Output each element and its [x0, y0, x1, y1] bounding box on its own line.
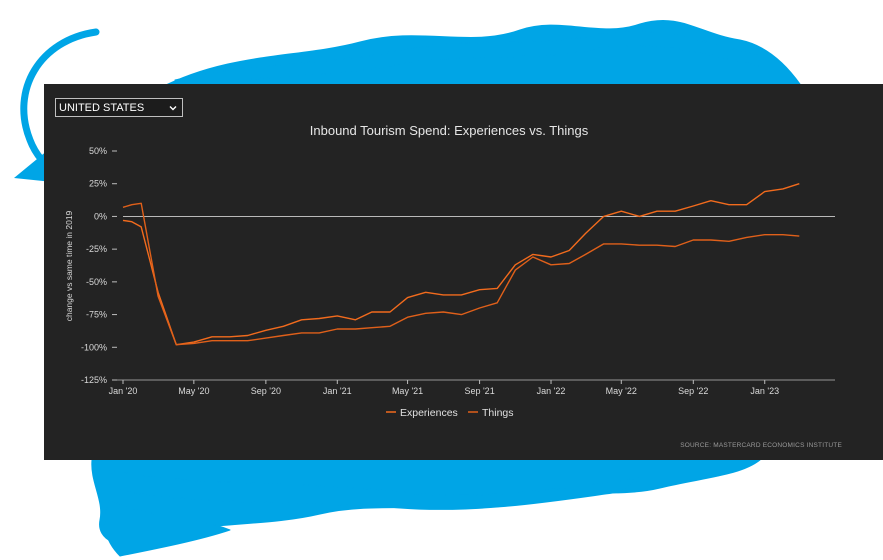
- chart-panel: UNITED STATES Inbound Tourism Spend: Exp…: [44, 84, 883, 460]
- y-tick-label: -100%: [81, 342, 107, 352]
- x-tick-label: Sep '22: [678, 386, 708, 396]
- y-tick-label: 25%: [89, 179, 107, 189]
- series-line-things: [122, 202, 800, 346]
- y-tick-label: -125%: [81, 375, 107, 385]
- y-tick-label: 0%: [94, 211, 107, 221]
- x-tick-label: Jan '20: [109, 386, 138, 396]
- series-line-experiences: [122, 183, 800, 346]
- y-tick-label: -75%: [86, 310, 107, 320]
- legend-entry[interactable]: Things: [482, 407, 514, 419]
- y-axis-label: change vs same time in 2019: [64, 210, 74, 321]
- source-note: SOURCE: MASTERCARD ECONOMICS INSTITUTE: [680, 442, 842, 449]
- brush-stroke-bottom-tail: [104, 499, 231, 557]
- x-tick-label: Jan '21: [323, 386, 352, 396]
- chart-title: Inbound Tourism Spend: Experiences vs. T…: [310, 123, 589, 138]
- x-tick-label: May '21: [392, 386, 423, 396]
- x-tick-label: Sep '20: [251, 386, 281, 396]
- country-dropdown-value: UNITED STATES: [59, 101, 145, 114]
- y-axis: 50% 25% 0% -25% -50% -75% -100% -125%: [81, 146, 835, 385]
- series-layer: [122, 183, 800, 346]
- chevron-down-icon: [169, 105, 177, 110]
- x-tick-label: May '20: [178, 386, 209, 396]
- x-tick-label: May '22: [606, 386, 637, 396]
- x-tick-label: Jan '22: [537, 386, 566, 396]
- line-chart: Inbound Tourism Spend: Experiences vs. T…: [64, 123, 842, 449]
- country-dropdown[interactable]: UNITED STATES: [55, 98, 183, 117]
- legend: Experiences Things: [386, 407, 514, 419]
- y-tick-label: -25%: [86, 244, 107, 254]
- brush-stroke-bottom-streak: [109, 469, 641, 510]
- y-tick-label: 50%: [89, 146, 107, 156]
- legend-entry[interactable]: Experiences: [400, 407, 458, 419]
- x-tick-label: Sep '21: [464, 386, 494, 396]
- y-tick-label: -50%: [86, 277, 107, 287]
- x-axis: Jan '20 May '20 Sep '20 Jan '21 May '21 Sep '…: [109, 379, 835, 396]
- brush-stroke-top-streak: [174, 30, 761, 89]
- x-tick-label: Jan '23: [750, 386, 779, 396]
